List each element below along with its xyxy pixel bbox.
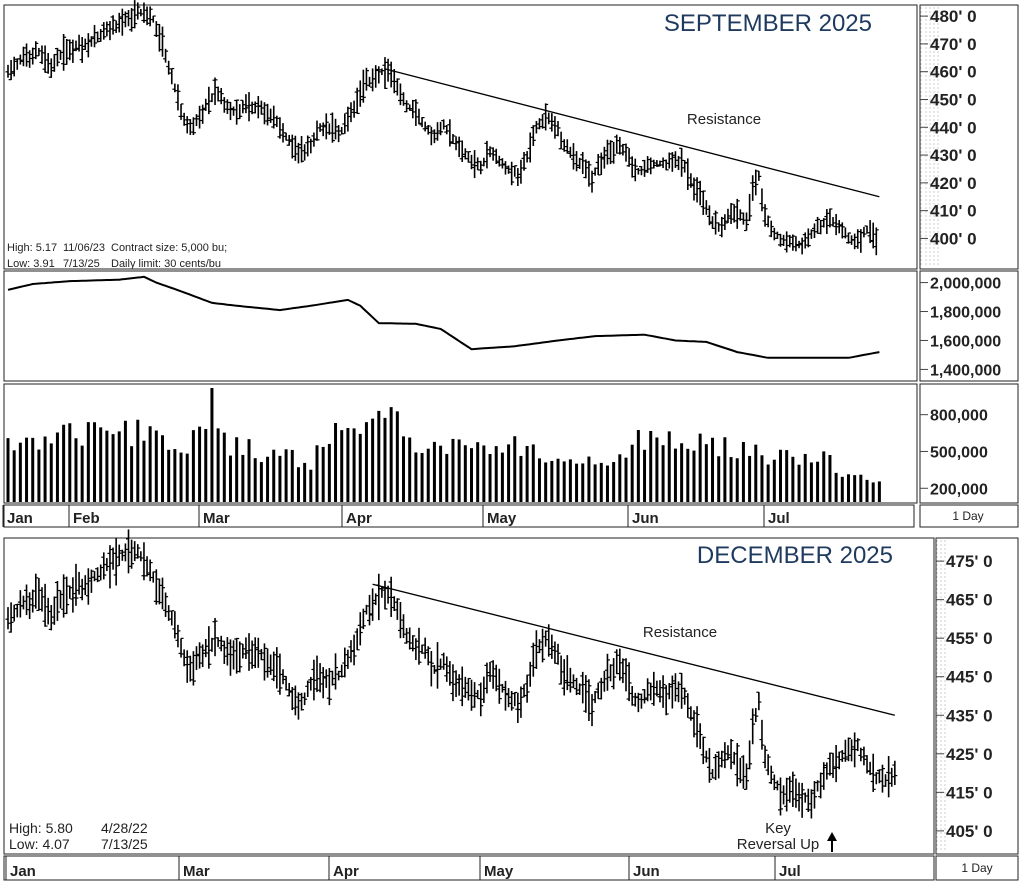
price-tick-label: 400' 0 — [930, 229, 977, 248]
volume-axis-frame — [919, 383, 1019, 504]
price-plot-frame — [3, 537, 935, 855]
price-tick-label: 445' 0 — [946, 668, 993, 687]
chart-september: 480' 0 470' 0 460' 0 450' 0 440' 0 430' 0 420'… — [2, 0, 1019, 528]
chart-title: DECEMBER 2025 — [697, 542, 893, 569]
price-tick-label: 470' 0 — [930, 35, 977, 54]
timeframe-box — [919, 504, 1019, 528]
price-plot-frame — [3, 4, 918, 270]
time-axis-frame — [3, 504, 915, 528]
annotation-label: Resistance — [643, 624, 717, 641]
contract-info: Contract size: 5,000 bu; — [111, 242, 227, 254]
chart-december: 475' 0 465' 0 455' 0 445' 0 435' 0 425' 0 415'… — [3, 529, 1019, 881]
contract-info: 11/06/23 — [63, 242, 105, 254]
month-label: Jun — [633, 863, 660, 880]
timeframe-label: 1 Day — [961, 861, 992, 875]
price-tick-label: 475' 0 — [946, 552, 993, 571]
resistance-line — [372, 583, 895, 716]
contract-info: High: 5.17 — [7, 242, 57, 254]
open_interest-tick-label: 1,400,000 — [930, 362, 1001, 379]
contract-info: 4/28/22 — [101, 820, 148, 836]
chart-title: SEPTEMBER 2025 — [664, 10, 872, 37]
timeframe-box — [935, 855, 1019, 881]
resistance-line — [384, 68, 880, 198]
price-tick-label: 405' 0 — [946, 822, 993, 841]
annotation-label: Key — [765, 820, 791, 837]
volume-tick-label: 800,000 — [930, 408, 988, 425]
price-tick-label: 425' 0 — [946, 745, 993, 764]
price-tick-label: 480' 0 — [930, 7, 977, 26]
month-label: Apr — [333, 863, 359, 880]
price-tick-label: 430' 0 — [930, 146, 977, 165]
annotation-label: Reversal Up — [737, 836, 820, 853]
open_interest-tick-label: 1,600,000 — [930, 333, 1001, 350]
price-tick-label: 420' 0 — [930, 174, 977, 193]
price-tick-label: 455' 0 — [946, 629, 993, 648]
price-tick-label: 410' 0 — [930, 202, 977, 221]
timeframe-label: 1 Day — [952, 509, 983, 523]
month-label: Mar — [183, 863, 210, 880]
month-label: Jan — [7, 510, 33, 527]
contract-info: High: 5.80 — [9, 820, 73, 836]
price-tick-label: 450' 0 — [930, 90, 977, 109]
price-tick-label: 465' 0 — [946, 591, 993, 610]
price-tick-label: 415' 0 — [946, 783, 993, 802]
key-reversal-arrow-head — [827, 832, 837, 841]
month-label: Apr — [346, 510, 372, 527]
ohlc-bars — [5, 0, 879, 256]
month-label: Jun — [632, 510, 659, 527]
volume-tick-label: 500,000 — [930, 444, 988, 461]
month-label: Feb — [73, 510, 100, 527]
open_interest-frame — [3, 270, 918, 382]
price-axis-frame — [935, 537, 1019, 855]
contract-info: Low: 4.07 — [9, 836, 70, 852]
open_interest-tick-label: 1,800,000 — [930, 305, 1001, 322]
month-label: May — [484, 863, 514, 880]
ohlc-bars — [5, 529, 898, 819]
price-axis-frame — [919, 4, 1019, 270]
price-tick-label: 440' 0 — [930, 118, 977, 137]
open-interest-line — [7, 275, 880, 359]
open_interest-axis-frame — [919, 270, 1019, 382]
price-tick-label: 435' 0 — [946, 706, 993, 725]
time-axis-frame — [3, 855, 935, 881]
contract-info: 7/13/25 — [101, 836, 148, 852]
month-label: Jan — [10, 863, 36, 880]
volume-frame — [3, 383, 918, 504]
open_interest-tick-label: 2,000,000 — [930, 276, 1001, 293]
price-tick-label: 460' 0 — [930, 63, 977, 82]
month-label: Jul — [779, 863, 801, 880]
month-label: Mar — [203, 510, 230, 527]
volume-tick-label: 200,000 — [930, 481, 988, 498]
contract-info: Daily limit: 30 cents/bu — [111, 258, 221, 270]
month-label: May — [487, 510, 517, 527]
month-label: Jul — [768, 510, 790, 527]
contract-info: Low: 3.91 — [7, 258, 55, 270]
volume-bars — [6, 388, 881, 502]
contract-info: 7/13/25 — [63, 258, 100, 270]
annotation-label: Resistance — [687, 111, 761, 128]
